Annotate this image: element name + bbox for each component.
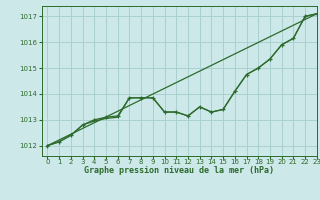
X-axis label: Graphe pression niveau de la mer (hPa): Graphe pression niveau de la mer (hPa)	[84, 166, 274, 175]
